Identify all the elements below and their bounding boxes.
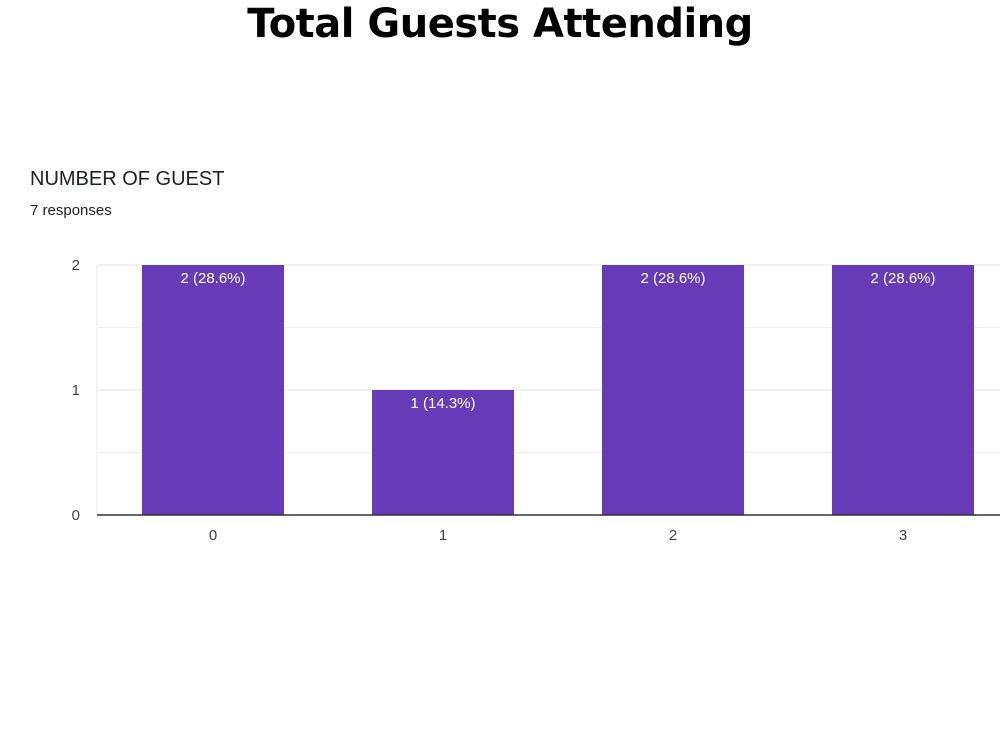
bars	[142, 265, 974, 515]
y-tick-label: 1	[72, 382, 80, 399]
y-tick-label: 2	[72, 257, 80, 274]
data-label: 2 (28.6%)	[640, 270, 705, 287]
chart-title: NUMBER OF GUEST	[30, 168, 225, 190]
data-label: 1 (14.3%)	[410, 395, 475, 412]
bar	[142, 265, 284, 515]
bar	[832, 265, 974, 515]
y-tick-label: 0	[72, 507, 80, 524]
x-tick-label: 3	[899, 527, 907, 544]
data-label: 2 (28.6%)	[180, 270, 245, 287]
labels: 2 (28.6%) 0 1 (14.3%) 1 2 (28.6%) 2 2 (28.6%) 3…	[72, 257, 936, 544]
x-tick-label: 1	[439, 527, 447, 544]
response-count: 7 responses	[30, 202, 112, 219]
bar	[372, 390, 514, 515]
page-heading: Total Guests Attending	[247, 1, 753, 47]
x-tick-label: 0	[209, 527, 217, 544]
data-label: 2 (28.6%)	[870, 270, 935, 287]
x-tick-label: 2	[669, 527, 677, 544]
bar	[602, 265, 744, 515]
